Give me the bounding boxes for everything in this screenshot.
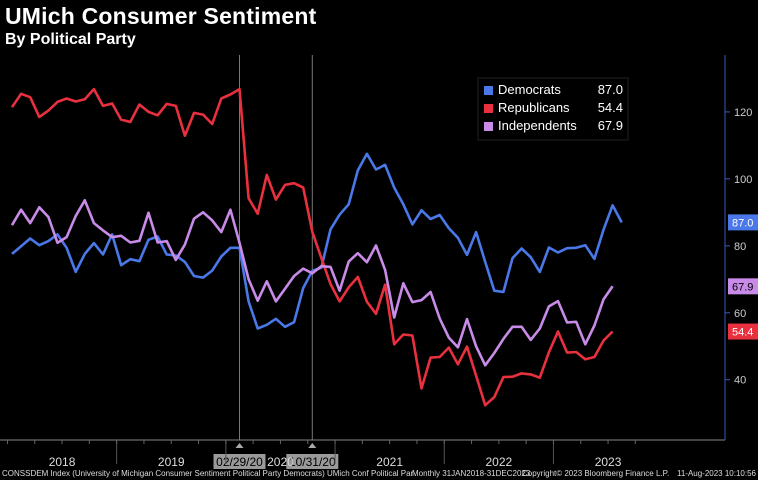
legend: Democrats 87.0 Republicans 54.4 Independents…: [477, 77, 629, 141]
y-tick-label: 80: [734, 241, 746, 253]
series-line-republicans: [10, 87, 614, 407]
last-value-tag: [728, 214, 758, 231]
y-tick-label: 40: [734, 375, 746, 387]
axes: 40 60 80 100 120 2018 2019 2020 2021 2022 2023: [0, 55, 752, 469]
chart-title: UMich Consumer Sentiment: [5, 3, 317, 29]
legend-box: [477, 77, 629, 141]
footer-copyright: Copyright© 2023 Bloomberg Finance L.P.: [522, 469, 670, 478]
y-tick-label: 60: [734, 308, 746, 320]
last-value-tags: 87.0 54.4 67.9: [728, 214, 758, 340]
event-marker: [308, 443, 317, 448]
last-value-label: 87.0: [732, 217, 753, 229]
event-label: 02/29/20: [216, 455, 263, 469]
event-label-box: [213, 454, 266, 469]
footer: CONSSDEM Index (University of Michigan C…: [2, 469, 756, 478]
last-value-tag: [728, 278, 758, 295]
last-value-label: 67.9: [732, 281, 753, 293]
chart-subtitle: By Political Party: [5, 31, 136, 48]
y-tick-label: 120: [734, 107, 752, 119]
legend-entry: Democrats: [498, 82, 561, 97]
event-lines: 02/29/20 10/31/20: [213, 55, 339, 469]
last-value-label: 54.4: [732, 327, 753, 339]
x-tick-label: 2022: [485, 455, 512, 469]
legend-entry: Independents: [498, 118, 577, 133]
footer-source: CONSSDEM Index (University of Michigan C…: [2, 469, 414, 478]
x-tick-label: 2018: [49, 455, 76, 469]
legend-value: 67.9: [598, 118, 623, 133]
y-tick-label: 100: [734, 174, 752, 186]
last-value-tag: [728, 323, 758, 340]
x-tick-label: 2021: [376, 455, 403, 469]
legend-value: 54.4: [598, 100, 623, 115]
x-tick-label: 2020: [267, 455, 294, 469]
legend-swatch: [484, 104, 493, 113]
event-marker: [235, 443, 244, 448]
line-chart: 02/29/20 10/31/20 40 60 80 100 120 2018 2019 202…: [0, 55, 758, 469]
event-label: 10/31/20: [289, 455, 336, 469]
legend-value: 87.0: [598, 82, 623, 97]
series-lines: [10, 87, 623, 407]
event-label-box: [286, 454, 339, 469]
legend-swatch: [484, 122, 493, 131]
x-tick-label: 2023: [595, 455, 622, 469]
series-line-independents: [10, 199, 614, 367]
footer-timestamp: 11-Aug-2023 10:10:56: [676, 469, 756, 478]
legend-entry: Republicans: [498, 100, 570, 115]
legend-swatch: [484, 86, 493, 95]
footer-range: Monthly 31JAN2018-31DEC2023: [412, 469, 531, 478]
x-tick-label: 2019: [158, 455, 185, 469]
